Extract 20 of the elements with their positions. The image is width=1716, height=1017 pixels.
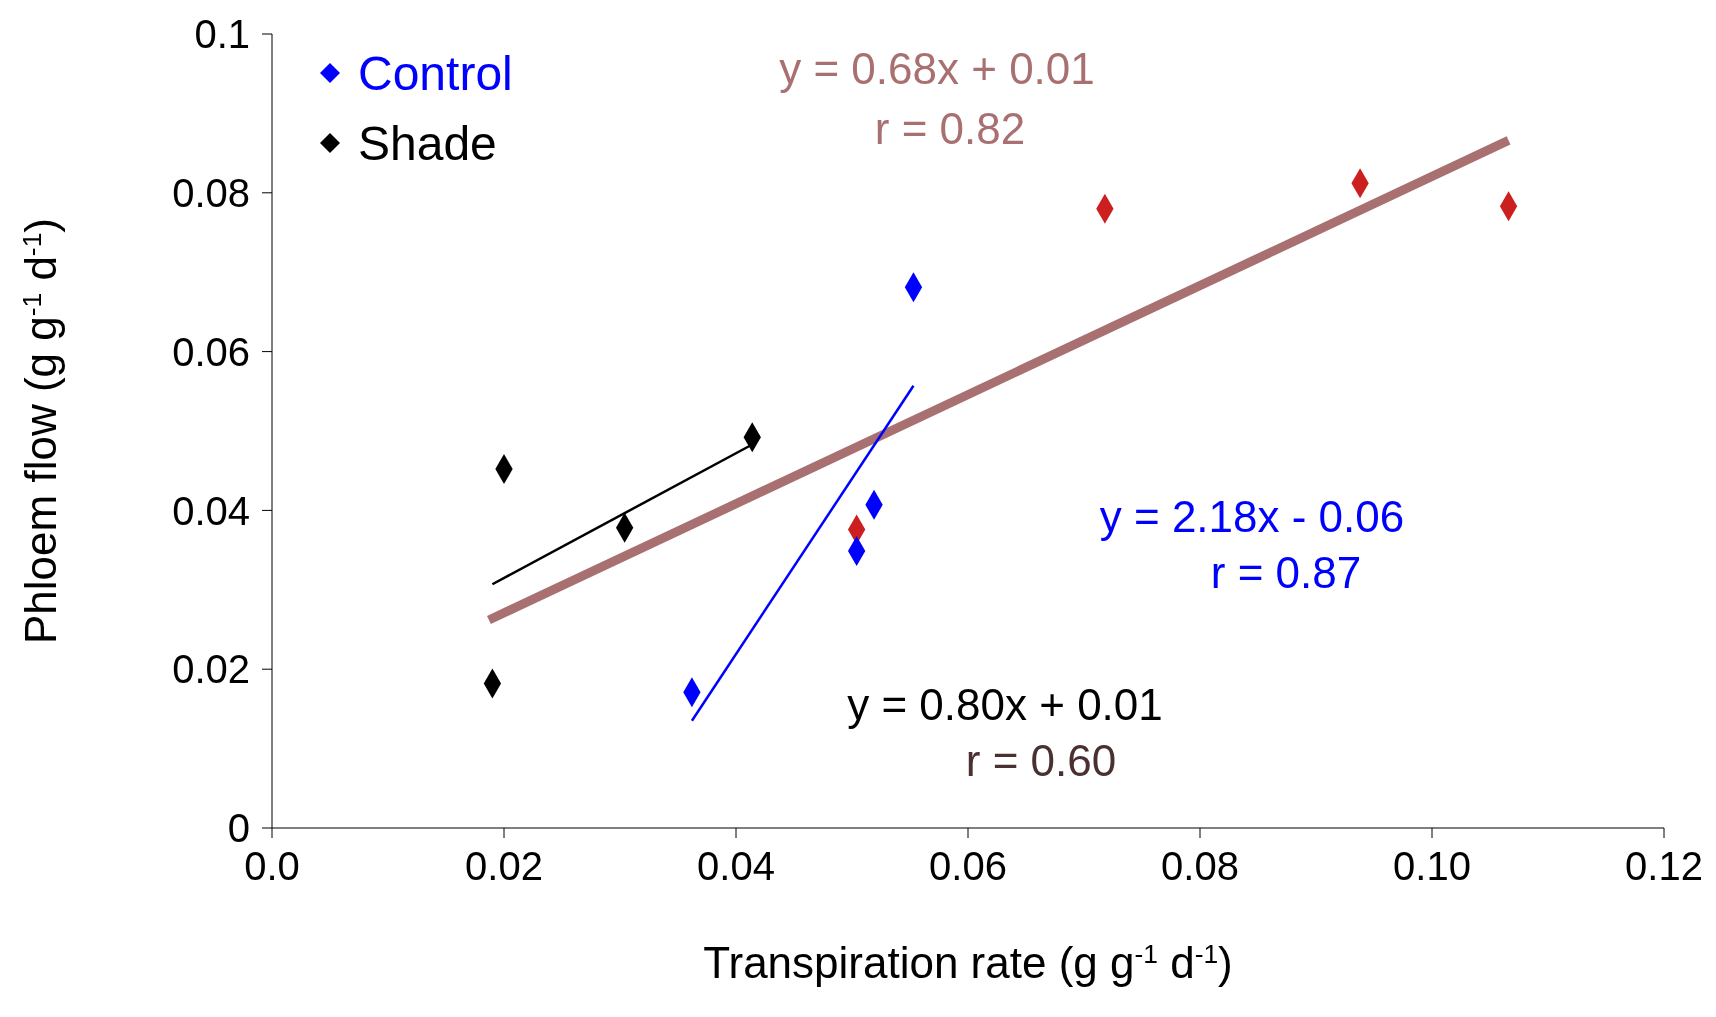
annotation: y = 2.18x - 0.06 [1098,492,1406,542]
y-tick-label: 0.06 [172,329,250,374]
annotation: y = 0.68x + 0.01 [778,44,1096,94]
x-tick-label: 0.04 [697,844,775,889]
x-tick-label: 0.08 [1161,844,1239,889]
annotation: y = 0.80x + 0.01 [846,680,1164,730]
legend-label: Shade [358,115,497,171]
y-tick-label: 0.02 [172,647,250,692]
annotation: r = 0.60 [964,736,1118,786]
y-tick-label: 0.1 [194,12,250,57]
y-tick-label: 0.04 [172,488,250,533]
x-axis-title: Transpiration rate (g g$^{-1}$ d$^{-1}$) [703,938,1233,987]
legend-label: Control [358,45,513,101]
x-tick-label: 0.12 [1625,844,1703,889]
x-tick-label: 0.10 [1393,844,1471,889]
x-tick-label: 0.06 [929,844,1007,889]
annotation: r = 0.82 [873,104,1027,154]
x-tick-label: 0.02 [465,844,543,889]
y-tick-label: 0.08 [172,171,250,215]
annotation: r = 0.87 [1209,548,1363,598]
